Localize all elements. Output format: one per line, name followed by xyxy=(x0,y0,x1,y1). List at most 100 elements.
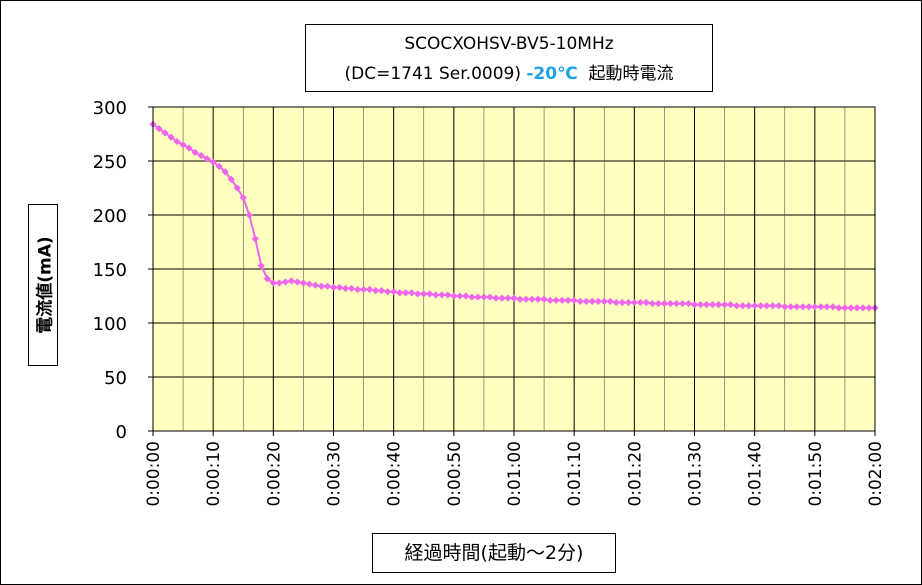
data-point xyxy=(811,303,819,311)
data-point xyxy=(426,290,434,298)
data-point xyxy=(805,303,813,311)
data-point xyxy=(173,137,181,146)
data-point xyxy=(799,303,807,311)
data-point xyxy=(203,155,211,163)
x-tick-label: 0:00:50 xyxy=(445,441,465,507)
data-point xyxy=(299,279,308,287)
x-tick-label: 0:01:10 xyxy=(565,441,585,507)
data-point xyxy=(335,283,344,291)
data-point xyxy=(552,296,560,304)
data-point xyxy=(444,291,452,299)
data-point xyxy=(263,275,271,283)
x-tick-label: 0:01:30 xyxy=(686,441,706,507)
data-point xyxy=(636,298,644,307)
data-point xyxy=(492,294,500,302)
data-point xyxy=(480,293,488,301)
data-point xyxy=(185,144,193,152)
data-point xyxy=(618,298,626,307)
data-point xyxy=(516,295,524,303)
data-point xyxy=(829,303,837,311)
data-point xyxy=(468,293,476,301)
data-point xyxy=(347,284,356,293)
data-point xyxy=(462,292,470,300)
data-point xyxy=(696,301,705,309)
data-point xyxy=(179,141,187,149)
data-point xyxy=(576,297,584,305)
data-point xyxy=(720,301,729,309)
data-point xyxy=(727,301,735,309)
data-point xyxy=(594,297,602,305)
y-axis-ticks: 0 50 100 150 200 250 300 xyxy=(93,98,153,443)
data-point xyxy=(745,302,753,310)
x-axis-ticks: 0:00:00 0:00:10 0:00:20 0:00:30 0:00:40 0:00:… xyxy=(144,431,886,507)
data-point xyxy=(865,304,873,312)
y-tick-label: 50 xyxy=(104,368,127,389)
data-point xyxy=(281,278,289,286)
data-point xyxy=(191,148,199,156)
data-point xyxy=(233,184,241,192)
chart-title: SCOCXOHSV-BV5-10MHz (DC=1741 Ser.0009) -… xyxy=(305,24,713,92)
x-tick-label: 0:01:20 xyxy=(625,441,645,507)
data-point xyxy=(474,293,482,301)
data-point xyxy=(486,293,494,301)
data-point xyxy=(287,277,295,285)
x-tick-label: 0:00:40 xyxy=(385,441,405,507)
x-tick-label: 0:01:50 xyxy=(806,441,826,507)
data-point xyxy=(359,285,368,294)
data-point xyxy=(588,297,596,305)
data-point xyxy=(209,158,217,166)
data-point xyxy=(570,296,578,304)
data-point xyxy=(221,168,229,176)
data-point xyxy=(763,302,771,310)
data-point xyxy=(841,304,849,312)
data-point xyxy=(606,297,614,305)
data-point xyxy=(323,282,332,290)
data-point xyxy=(317,282,326,290)
data-point xyxy=(450,292,458,300)
data-point xyxy=(787,303,795,311)
data-point xyxy=(558,296,566,304)
data-point xyxy=(757,302,765,310)
plot-border xyxy=(152,106,876,432)
title-suffix: 起動時電流 xyxy=(588,64,674,84)
data-point xyxy=(378,287,386,295)
data-point xyxy=(372,287,380,295)
x-tick-label: 0:01:40 xyxy=(746,441,766,507)
x-axis-title: 経過時間(起動～2分) xyxy=(372,533,616,573)
data-point xyxy=(678,299,687,308)
data-point xyxy=(197,152,205,160)
data-point xyxy=(714,301,723,309)
y-tick-label: 200 xyxy=(93,206,127,227)
data-point xyxy=(402,289,410,297)
y-axis-title-box: 電流値(mA) xyxy=(28,204,58,366)
y-tick-label: 150 xyxy=(93,260,127,281)
data-point xyxy=(853,304,861,312)
data-point xyxy=(167,133,175,141)
data-point xyxy=(257,262,265,270)
x-tick-label: 0:00:00 xyxy=(144,441,164,507)
data-point xyxy=(251,235,259,243)
y-tick-label: 300 xyxy=(93,98,127,119)
data-point xyxy=(775,302,783,310)
data-point xyxy=(432,291,440,299)
data-point xyxy=(510,294,518,302)
data-point xyxy=(859,304,867,312)
y-tick-label: 0 xyxy=(116,422,127,443)
data-point xyxy=(305,280,314,288)
y-tick-label: 250 xyxy=(93,152,127,173)
data-point xyxy=(702,301,711,309)
x-tick-label: 0:00:20 xyxy=(264,441,284,507)
data-point xyxy=(847,304,855,312)
data-point xyxy=(540,295,548,303)
data-point xyxy=(215,162,223,170)
data-point xyxy=(408,289,416,297)
data-point xyxy=(769,302,777,310)
data-point xyxy=(817,303,825,311)
data-point xyxy=(522,295,530,303)
data-point xyxy=(582,297,590,305)
data-point xyxy=(239,194,247,202)
title-temperature: -20℃ xyxy=(526,64,578,84)
x-tick-label: 0:01:00 xyxy=(505,441,525,507)
data-point xyxy=(666,299,675,308)
data-point xyxy=(366,285,374,294)
